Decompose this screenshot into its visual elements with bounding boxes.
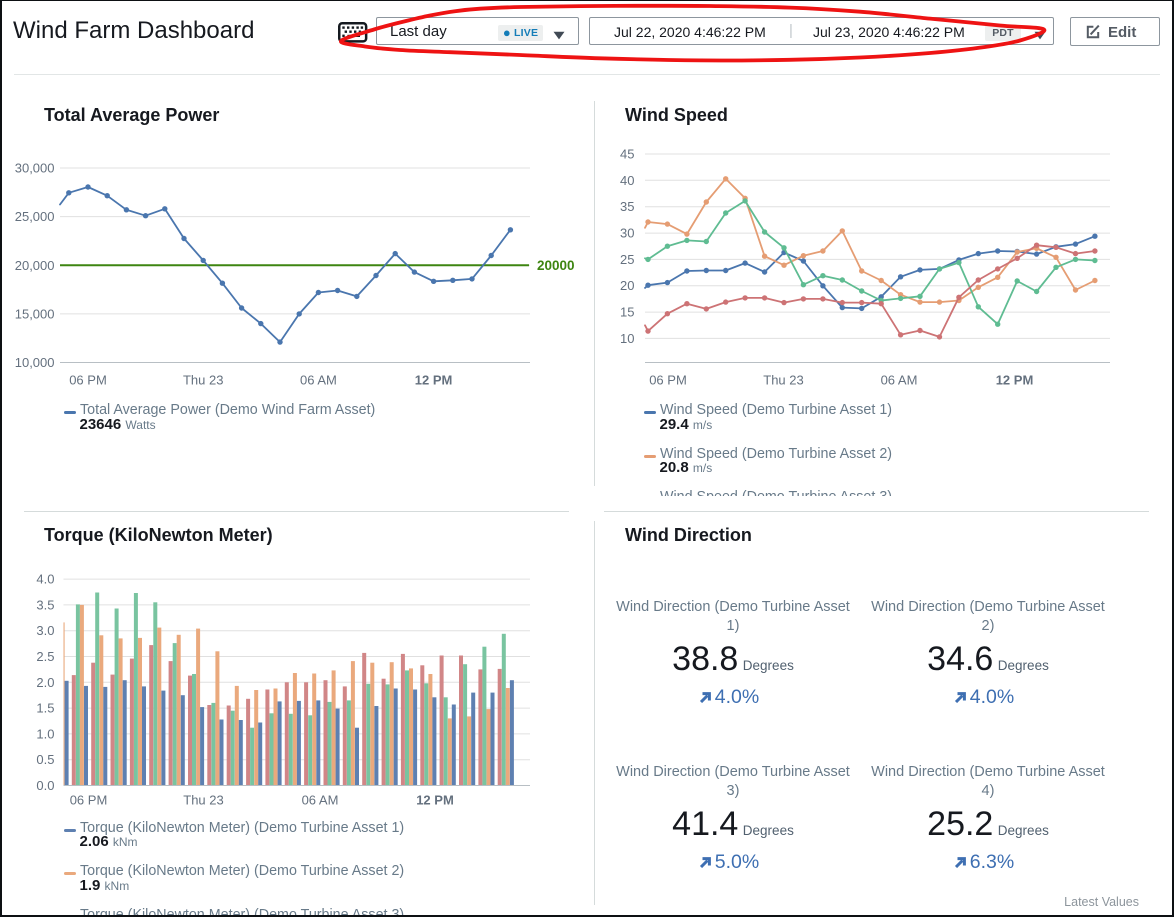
svg-text:12 PM: 12 PM: [416, 793, 454, 808]
svg-text:06 AM: 06 AM: [300, 373, 337, 388]
svg-text:3.0: 3.0: [36, 623, 54, 638]
svg-text:10: 10: [620, 331, 634, 346]
svg-text:1.0: 1.0: [36, 726, 54, 741]
svg-text:20000: 20000: [537, 258, 575, 273]
svg-text:06 AM: 06 AM: [302, 793, 339, 808]
svg-text:06 AM: 06 AM: [881, 373, 918, 388]
svg-text:35: 35: [620, 199, 634, 214]
svg-text:1.5: 1.5: [36, 701, 54, 716]
svg-text:12 PM: 12 PM: [996, 373, 1034, 388]
svg-text:25,000: 25,000: [15, 209, 55, 224]
svg-text:Thu 23: Thu 23: [183, 373, 223, 388]
svg-text:2.5: 2.5: [36, 649, 54, 664]
svg-text:20: 20: [620, 278, 634, 293]
svg-text:12 PM: 12 PM: [415, 373, 453, 388]
svg-text:20,000: 20,000: [15, 258, 55, 273]
svg-text:06 PM: 06 PM: [649, 373, 687, 388]
svg-text:0.0: 0.0: [36, 778, 54, 793]
svg-text:30,000: 30,000: [15, 161, 55, 176]
svg-text:0.5: 0.5: [36, 752, 54, 767]
svg-text:30: 30: [620, 226, 634, 241]
svg-text:15,000: 15,000: [15, 306, 55, 321]
svg-text:Thu 23: Thu 23: [183, 793, 223, 808]
svg-text:06 PM: 06 PM: [70, 793, 108, 808]
svg-text:Thu 23: Thu 23: [763, 373, 803, 388]
svg-text:45: 45: [620, 147, 634, 162]
svg-text:40: 40: [620, 173, 634, 188]
svg-text:2.0: 2.0: [36, 675, 54, 690]
svg-text:10,000: 10,000: [15, 355, 55, 370]
svg-text:3.5: 3.5: [36, 597, 54, 612]
svg-text:15: 15: [620, 305, 634, 320]
svg-text:25: 25: [620, 252, 634, 267]
svg-text:06 PM: 06 PM: [69, 373, 107, 388]
svg-text:4.0: 4.0: [36, 572, 54, 587]
